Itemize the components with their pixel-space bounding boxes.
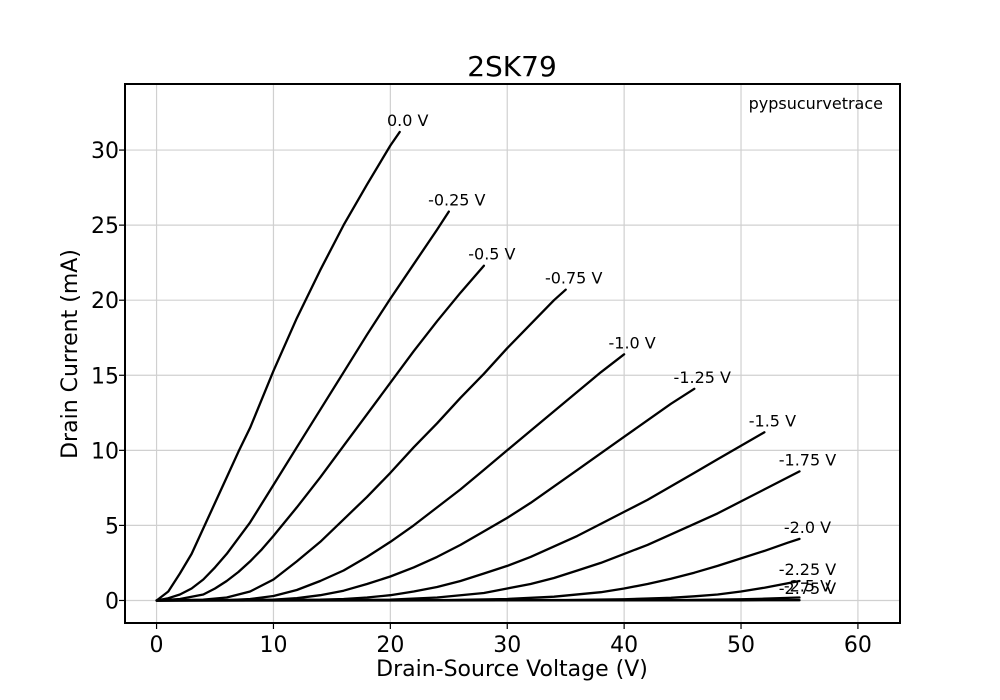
y-tick-label: 0 [105,589,119,614]
curve-label-vgs-0-75-V: -0.75 V [545,269,602,288]
curve-vgs-1-5-V [155,431,766,602]
x-tick-label: 20 [376,633,404,658]
x-tick-label: 60 [844,633,872,658]
curve-label-vgs-2-0-V: -2.0 V [784,518,831,537]
curve-label-vgs-2-5-V: -2.5 V [784,576,831,595]
grid [125,84,900,623]
curve-label-vgs-0-25-V: -0.25 V [428,191,485,210]
plot-frame [124,83,901,624]
x-tick-label: 0 [150,633,164,658]
y-tick-label: 20 [91,289,119,314]
y-tick-label: 10 [91,439,119,464]
curve-vgs-1-25-V [155,387,696,602]
x-tick-label: 40 [610,633,638,658]
x-axis-label: Drain-Source Voltage (V) [376,657,648,682]
x-tick-label: 50 [727,633,755,658]
ticks: 0 10 20 30 40 50 60 0 5 10 15 20 25 30 [91,139,872,658]
curve-label-vgs-2-75-V: -2.75 V [779,579,836,598]
watermark-annotation: pypsucurvetrace [749,94,883,113]
curve-label-vgs-1-25-V: -1.25 V [674,368,731,387]
curve-label-vgs-0-5-V: -0.5 V [468,245,515,264]
x-tick-label: 30 [493,633,521,658]
y-tick-label: 15 [91,364,119,389]
curve-vgs-0-75-V [155,288,567,602]
curve-label-vgs-1-5-V: -1.5 V [749,411,796,430]
curve-vgs-2-0-V [155,537,801,602]
y-axis-label: Drain Current (mA) [58,249,83,459]
curve-label-vgs-1-0-V: -1.0 V [609,333,656,352]
x-tick-label: 10 [259,633,287,658]
y-tick-label: 5 [105,514,119,539]
y-tick-label: 30 [91,139,119,164]
curve-vgs-1-75-V [155,470,801,602]
curve-label-vgs-0-0-V: 0.0 V [387,111,429,130]
y-tick-label: 25 [91,214,119,239]
curves [155,130,801,602]
curve-label-vgs-1-75-V: -1.75 V [779,450,836,469]
curve-labels: 0.0 V -0.25 V -0.5 V -0.75 V -1.0 V -1.25 V -1… [387,111,836,598]
curve-vgs-0-25-V [155,210,450,602]
curve-vgs-0-5-V [155,264,486,602]
chart-title: 2SK79 [467,50,557,83]
curve-vgs-0-0-V [155,130,401,602]
curve-vgs-1-0-V [155,353,626,602]
curve-label-vgs-2-25-V: -2.25 V [779,560,836,579]
